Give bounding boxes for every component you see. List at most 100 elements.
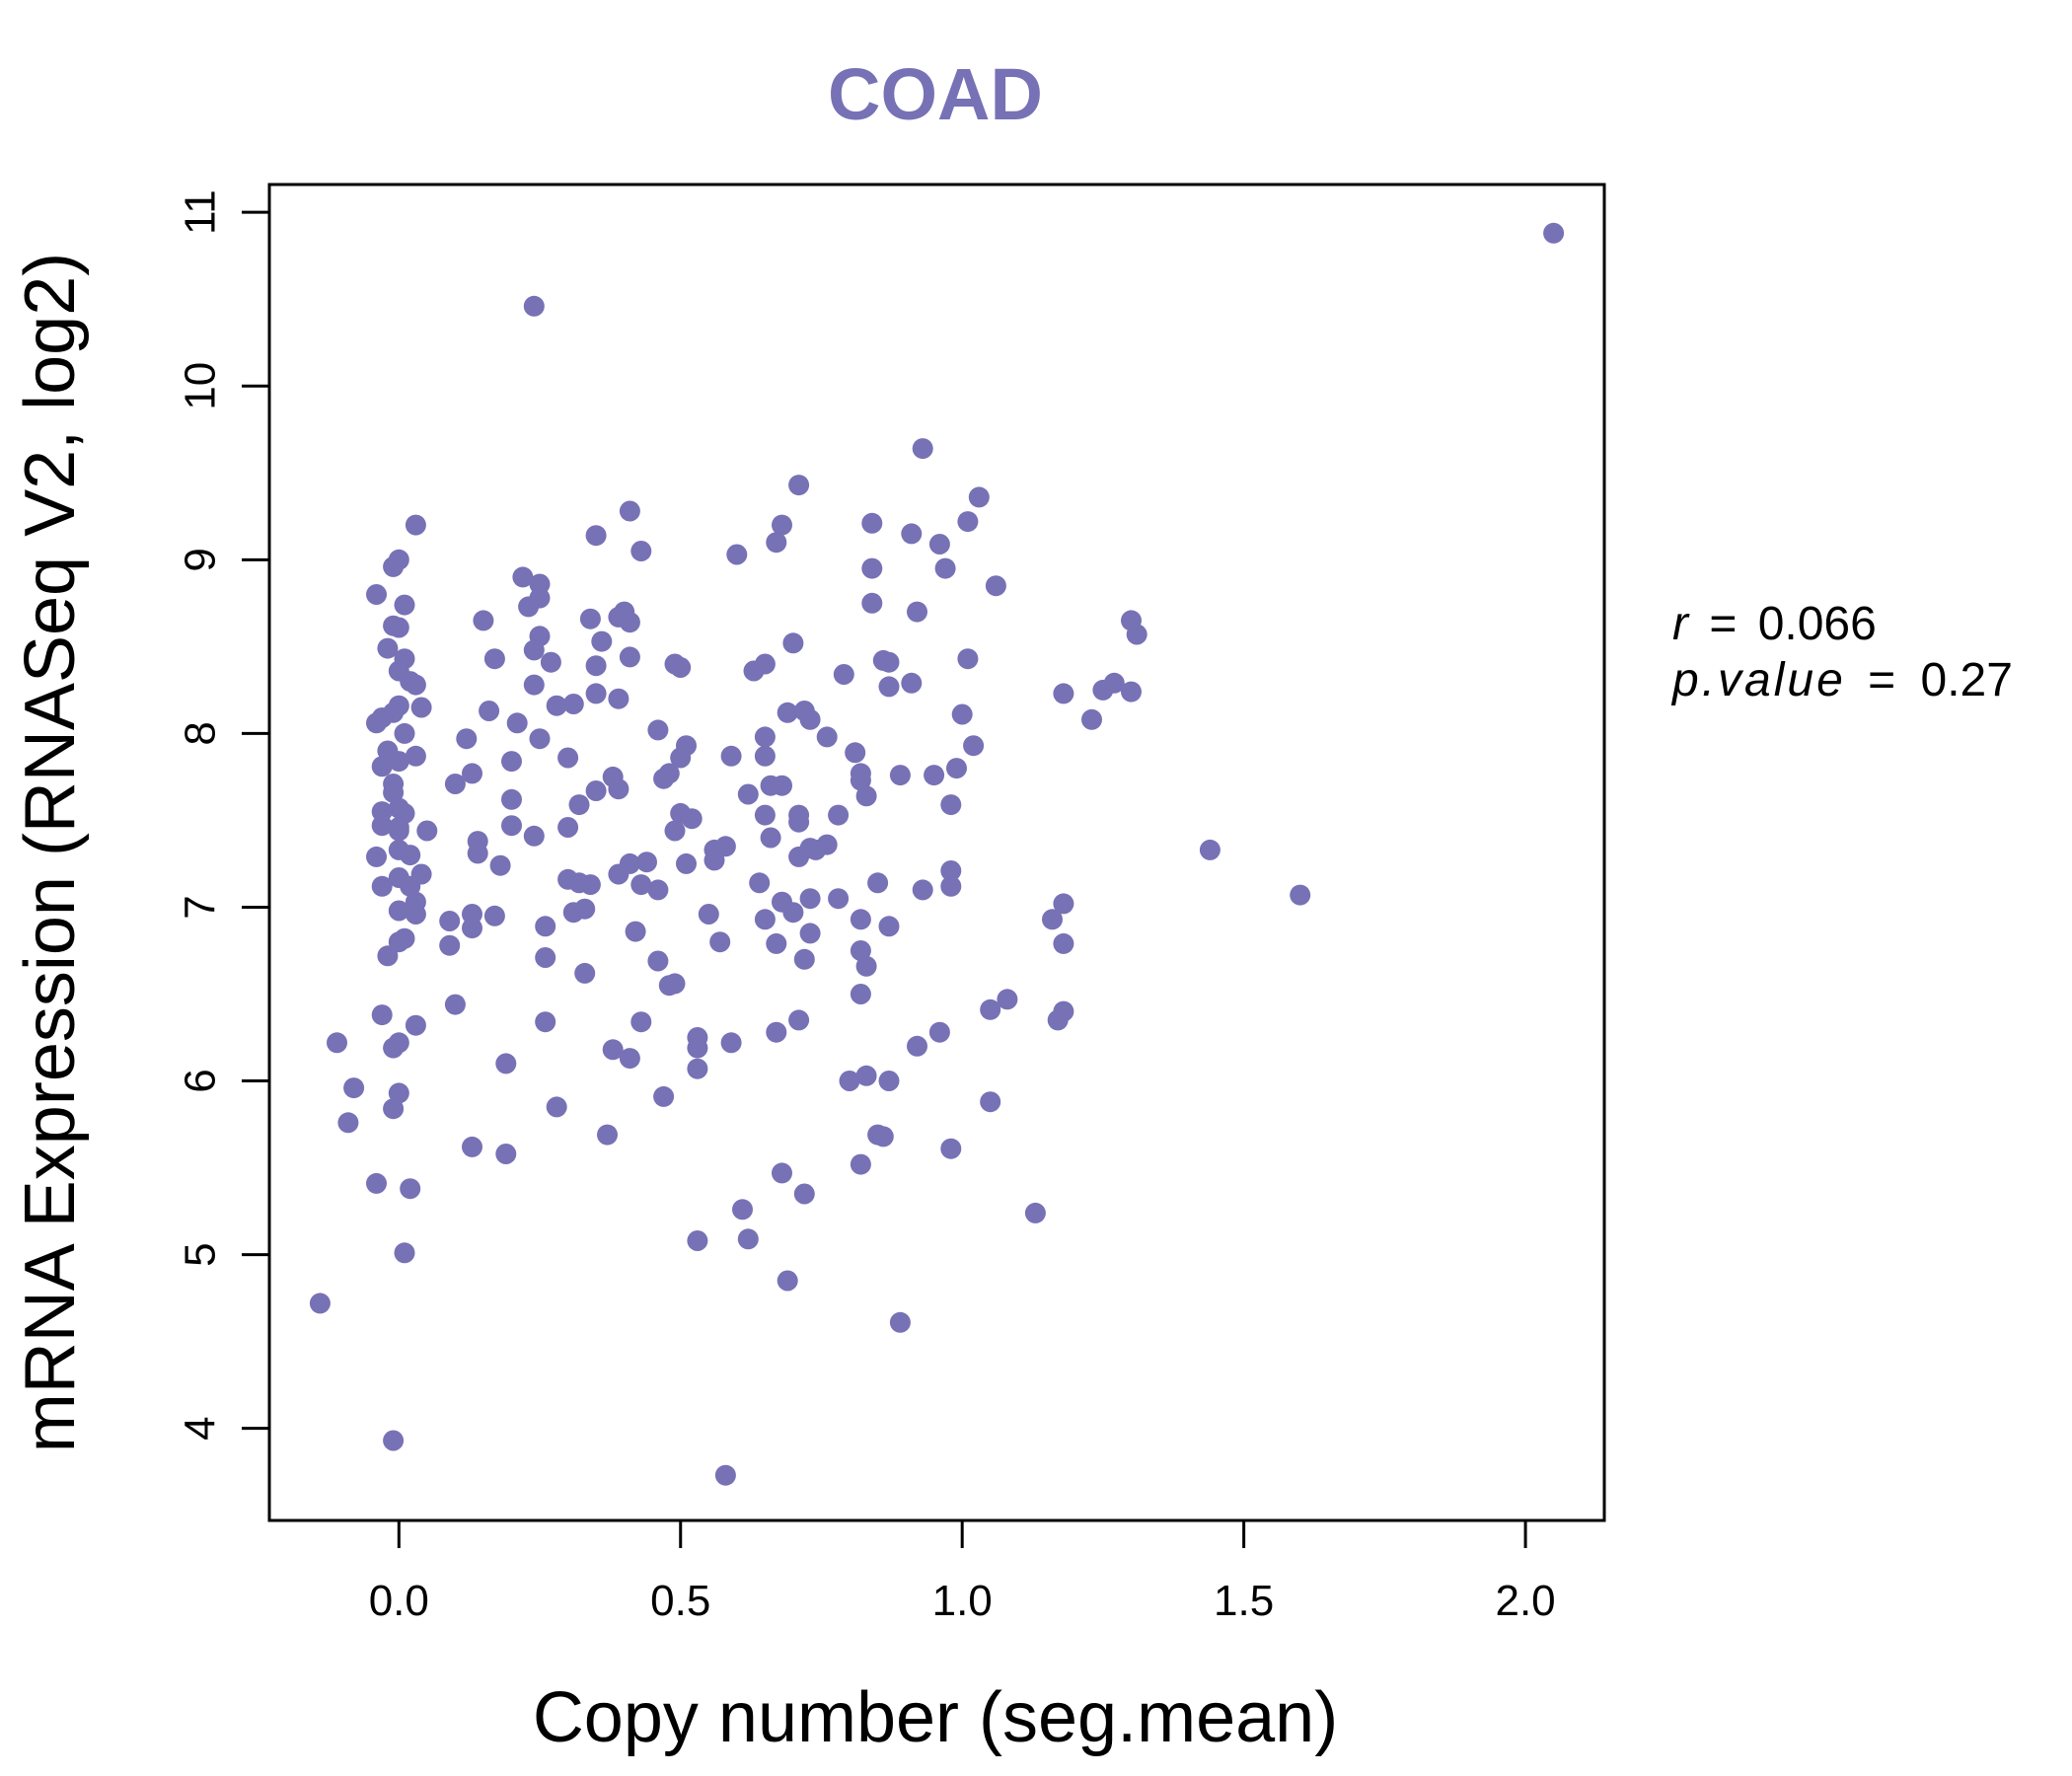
data-point xyxy=(714,836,736,857)
data-point xyxy=(462,1136,482,1157)
data-point xyxy=(907,1035,927,1057)
data-point xyxy=(439,911,461,931)
data-point xyxy=(777,702,798,723)
data-point xyxy=(647,950,669,972)
data-point xyxy=(872,649,894,671)
data-point xyxy=(861,512,883,534)
x-axis-label: Copy number (seg.mean) xyxy=(533,1678,1338,1757)
data-point xyxy=(687,1230,708,1251)
data-point xyxy=(957,511,979,533)
data-point xyxy=(889,1311,911,1333)
data-point xyxy=(940,1138,962,1159)
data-point xyxy=(754,804,776,826)
data-point xyxy=(940,860,962,881)
data-point xyxy=(383,781,405,803)
data-point xyxy=(394,1242,415,1264)
data-point xyxy=(483,648,505,670)
p-equals: = xyxy=(1868,654,1898,706)
data-point xyxy=(788,475,810,496)
p-value-label: p.value xyxy=(1670,654,1846,706)
data-point xyxy=(608,778,629,800)
data-point xyxy=(619,612,640,633)
data-point xyxy=(653,1085,675,1107)
data-point xyxy=(726,544,748,565)
data-point xyxy=(366,584,387,605)
data-point xyxy=(777,1270,798,1292)
plot-frame xyxy=(267,183,1606,1522)
r-annotation: r = 0.066 xyxy=(1672,598,1877,650)
data-point xyxy=(901,672,923,694)
data-point xyxy=(585,683,607,704)
data-point xyxy=(782,902,804,924)
data-point xyxy=(535,1011,556,1033)
data-point xyxy=(483,905,505,926)
data-point xyxy=(912,879,933,901)
data-point xyxy=(670,657,692,678)
data-point xyxy=(878,676,900,698)
data-point xyxy=(597,1124,618,1146)
data-point xyxy=(506,712,528,734)
y-axis-label: mRNA Expression (RNASeq V2, log2) xyxy=(11,253,90,1452)
data-point xyxy=(501,788,522,810)
data-point xyxy=(400,875,421,897)
data-point xyxy=(766,932,787,954)
data-point xyxy=(799,888,821,910)
data-point xyxy=(698,904,719,925)
data-point xyxy=(1543,222,1565,244)
data-point xyxy=(946,758,967,779)
data-point xyxy=(985,575,1006,597)
data-point xyxy=(889,765,911,786)
data-point xyxy=(732,1199,753,1221)
data-point xyxy=(535,916,556,937)
data-point xyxy=(377,637,399,659)
data-point xyxy=(388,820,409,842)
y-tick-label: 4 xyxy=(177,1416,225,1440)
data-point xyxy=(400,845,421,866)
data-point xyxy=(720,1032,742,1054)
data-point xyxy=(754,745,776,767)
data-point xyxy=(630,541,652,561)
data-point xyxy=(878,1071,900,1091)
data-point xyxy=(501,751,522,773)
data-point xyxy=(647,879,669,901)
stats-annotation: r = 0.066 p.value = 0.27 xyxy=(1670,598,2013,706)
x-tick-label: 1.5 xyxy=(1214,1577,1274,1625)
data-point xyxy=(444,774,466,794)
data-point xyxy=(878,916,900,937)
data-point xyxy=(568,794,590,816)
data-point xyxy=(1121,681,1142,703)
data-point xyxy=(630,874,652,896)
data-point xyxy=(980,1091,1001,1113)
data-point xyxy=(383,555,405,577)
data-point xyxy=(523,825,545,847)
data-point xyxy=(591,630,613,652)
data-point xyxy=(309,1293,331,1314)
data-point xyxy=(867,872,889,894)
data-point xyxy=(1053,893,1074,915)
data-point xyxy=(383,1037,405,1059)
data-point xyxy=(940,794,962,816)
data-point xyxy=(850,940,871,961)
data-point xyxy=(410,697,432,718)
data-point xyxy=(793,948,815,970)
data-point xyxy=(839,1071,860,1091)
data-point xyxy=(980,999,1001,1020)
x-tick-label: 2.0 xyxy=(1495,1577,1555,1625)
data-point xyxy=(664,820,686,842)
data-point xyxy=(907,601,927,623)
data-point xyxy=(928,1021,950,1043)
data-point xyxy=(416,820,438,842)
data-point xyxy=(574,962,596,984)
y-tick-label: 10 xyxy=(177,362,225,410)
data-point xyxy=(720,745,742,767)
data-point xyxy=(788,846,810,867)
data-point xyxy=(388,931,409,953)
data-point xyxy=(512,566,534,588)
data-point xyxy=(383,1430,405,1451)
data-point xyxy=(405,904,426,925)
data-point xyxy=(766,1021,787,1043)
data-point xyxy=(997,989,1018,1010)
data-point xyxy=(653,768,675,789)
data-point xyxy=(462,763,482,784)
